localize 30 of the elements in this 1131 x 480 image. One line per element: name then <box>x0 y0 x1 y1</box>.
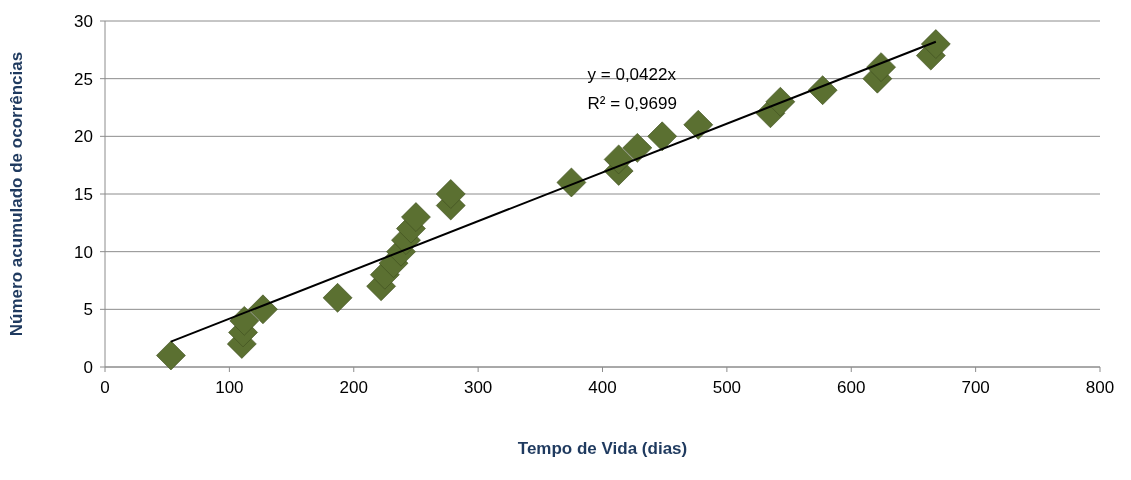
x-tick-label: 100 <box>215 378 244 397</box>
x-tick-label: 500 <box>712 378 742 397</box>
point <box>401 202 431 232</box>
y-tick-label: 15 <box>74 184 93 204</box>
x-tick-label: 0 <box>100 378 110 397</box>
point <box>435 179 466 209</box>
point <box>921 29 951 59</box>
y-tick-label: 10 <box>74 242 93 262</box>
point <box>603 144 634 175</box>
point <box>647 121 677 152</box>
x-tick-label: 800 <box>1085 378 1115 397</box>
point <box>229 306 260 336</box>
point <box>622 133 653 163</box>
x-tick-label: 400 <box>588 378 617 397</box>
x-tick-label: 600 <box>837 378 866 397</box>
x-tick-label: 300 <box>463 378 493 397</box>
point <box>322 283 353 313</box>
y-tick-label: 20 <box>74 127 93 147</box>
annotation: y = 0,0422x <box>587 64 677 84</box>
point <box>156 340 186 371</box>
y-tick-label: 30 <box>74 11 93 31</box>
y-tick-label: 5 <box>83 300 93 320</box>
x-tick-label: 700 <box>961 378 990 397</box>
x-tick-label: 200 <box>339 378 368 397</box>
y-tick-label: 0 <box>83 357 93 377</box>
x-axis-title: Tempo de Vida (dias) <box>517 439 688 458</box>
y-axis-title: Número acumulado de ocorrências <box>7 51 26 337</box>
y-tick-label: 25 <box>74 69 93 89</box>
annotation: R² = 0,9699 <box>587 94 677 114</box>
point <box>683 110 714 140</box>
